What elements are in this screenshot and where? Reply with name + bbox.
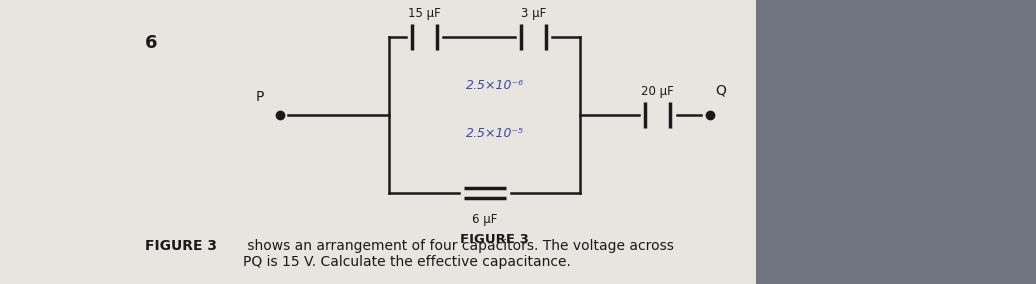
Text: 2.5×10⁻⁶: 2.5×10⁻⁶	[465, 79, 524, 92]
Text: 2.5×10⁻⁵: 2.5×10⁻⁵	[465, 127, 524, 140]
Text: 3 μF: 3 μF	[521, 7, 546, 20]
Text: FIGURE 3: FIGURE 3	[145, 239, 217, 252]
Polygon shape	[0, 0, 756, 284]
Text: 20 μF: 20 μF	[641, 85, 674, 98]
Text: FIGURE 3: FIGURE 3	[460, 233, 529, 246]
Text: Q: Q	[715, 84, 725, 98]
Text: 6 μF: 6 μF	[472, 213, 497, 226]
Polygon shape	[756, 0, 1036, 284]
Text: shows an arrangement of four capacitors. The voltage across
PQ is 15 V. Calculat: shows an arrangement of four capacitors.…	[243, 239, 674, 269]
Text: 15 μF: 15 μF	[408, 7, 441, 20]
Text: P: P	[256, 90, 264, 104]
Text: 6: 6	[145, 34, 157, 52]
